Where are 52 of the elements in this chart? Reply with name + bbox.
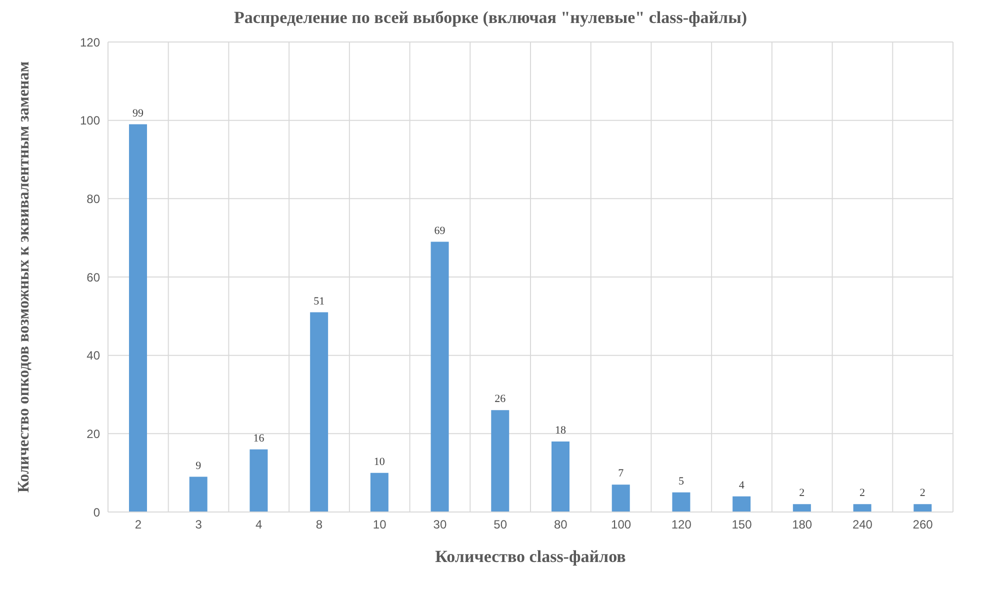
bar [250, 449, 268, 512]
data-label: 99 [132, 107, 144, 120]
x-tick-label: 120 [671, 518, 692, 532]
bar [853, 504, 872, 512]
x-tick-label: 50 [494, 518, 508, 532]
bar [552, 442, 570, 512]
data-label: 2 [860, 487, 866, 500]
x-tick-label: 10 [372, 518, 387, 532]
bar [792, 504, 811, 512]
x-tick-label: 180 [792, 518, 812, 532]
bar [189, 476, 208, 512]
y-tick-label: 120 [80, 35, 100, 50]
y-tick-label: 60 [86, 270, 100, 284]
y-tick-label: 40 [86, 348, 100, 363]
x-tick-label: 3 [195, 518, 202, 532]
x-tick-label: 4 [256, 518, 263, 532]
bar [672, 492, 690, 512]
data-label: 2 [799, 487, 805, 500]
data-label: 2 [920, 487, 926, 500]
chart-title: Распределение по всей выборке (включая "нулевые" class-файлы) [232, 8, 748, 28]
y-axis-title: Количество опкодов возможных к эквивалентным заменам [16, 61, 33, 493]
bar [430, 242, 449, 512]
data-label: 5 [678, 475, 684, 488]
x-tick-label: 30 [433, 518, 447, 532]
y-tick-label: 100 [80, 114, 100, 128]
bar [914, 504, 932, 512]
x-tick-label: 80 [554, 518, 568, 532]
y-tick-label: 0 [93, 505, 100, 520]
data-label: 18 [555, 424, 566, 436]
data-label: 4 [738, 479, 745, 492]
x-tick-label: 150 [732, 518, 752, 532]
data-label: 7 [618, 468, 624, 480]
data-label: 10 [374, 456, 386, 468]
data-label: 51 [314, 295, 325, 308]
data-label: 9 [196, 460, 202, 472]
x-tick-label: 8 [316, 518, 323, 532]
bar [612, 484, 630, 512]
bar [732, 496, 751, 512]
y-tick-label: 20 [86, 426, 100, 441]
bar [370, 472, 388, 512]
bar [310, 312, 328, 512]
x-axis-title: Количество class-файлов [435, 547, 626, 566]
bar [129, 124, 147, 512]
x-tick-label: 240 [852, 518, 873, 532]
x-tick-label: 260 [912, 518, 934, 532]
x-tick-label: 100 [611, 518, 632, 532]
bar [491, 410, 510, 512]
y-tick-label: 80 [86, 192, 100, 206]
data-label: 16 [253, 432, 265, 444]
data-label: 26 [494, 393, 506, 406]
x-tick-label: 2 [134, 518, 142, 532]
data-label: 69 [434, 224, 446, 237]
